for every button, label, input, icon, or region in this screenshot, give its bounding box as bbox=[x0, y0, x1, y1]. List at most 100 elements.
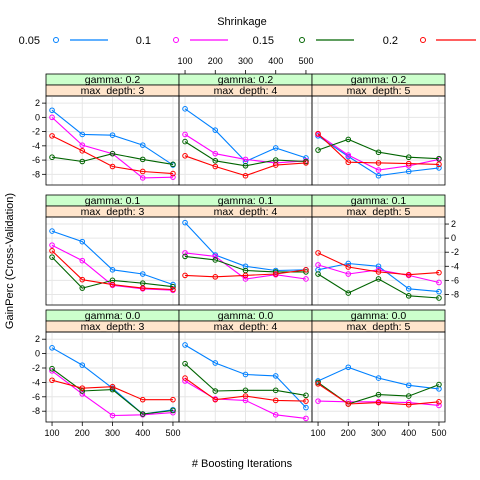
data-point bbox=[170, 161, 176, 168]
data-point bbox=[109, 150, 116, 157]
data-point bbox=[272, 412, 279, 418]
series-line bbox=[317, 383, 440, 406]
data-point bbox=[182, 106, 188, 112]
data-point bbox=[375, 263, 382, 270]
data-point bbox=[212, 127, 219, 133]
series-line bbox=[51, 368, 174, 415]
depth-strip-label: max_depth: 4 bbox=[214, 206, 278, 218]
data-point bbox=[139, 285, 146, 291]
data-point bbox=[242, 162, 249, 169]
data-point bbox=[315, 147, 321, 153]
data-point bbox=[303, 398, 309, 404]
data-point bbox=[49, 254, 55, 260]
data-point bbox=[49, 114, 55, 121]
data-point bbox=[182, 219, 188, 226]
gamma-strip-label: gamma: 0.0 bbox=[351, 310, 407, 322]
series-line bbox=[184, 155, 307, 177]
series-line bbox=[51, 256, 174, 289]
data-point bbox=[49, 133, 55, 139]
data-point bbox=[436, 402, 442, 409]
y-tick-label: 2 bbox=[451, 219, 456, 229]
data-point bbox=[139, 168, 146, 175]
data-point bbox=[272, 145, 279, 151]
x-tick-label: 100 bbox=[45, 428, 60, 438]
data-point bbox=[182, 342, 188, 348]
data-point bbox=[49, 247, 55, 254]
x-tick-label: 400 bbox=[401, 428, 416, 438]
data-point bbox=[242, 393, 249, 399]
data-point bbox=[436, 269, 442, 276]
data-point bbox=[212, 163, 219, 170]
y-tick-label: 2 bbox=[35, 334, 40, 344]
series-line bbox=[184, 344, 307, 408]
depth-strip-label: max_depth: 4 bbox=[214, 321, 278, 333]
y-tick-label: -6 bbox=[32, 155, 40, 165]
data-point bbox=[242, 272, 249, 279]
y-tick-label: 0 bbox=[451, 233, 456, 243]
panel-border bbox=[311, 95, 446, 186]
gamma-strip-label: gamma: 0.0 bbox=[218, 310, 274, 322]
series-line bbox=[51, 244, 174, 291]
data-point bbox=[303, 267, 309, 273]
data-point bbox=[182, 250, 188, 256]
data-point bbox=[79, 158, 86, 165]
data-point bbox=[49, 228, 55, 234]
data-point bbox=[405, 401, 412, 408]
legend-marker bbox=[53, 37, 59, 43]
x-axis-label: # Boosting Iterations bbox=[192, 458, 293, 470]
y-tick-label: 0 bbox=[35, 349, 40, 359]
y-tick-label: -4 bbox=[451, 261, 459, 271]
data-point bbox=[405, 382, 412, 389]
x-tick-label: 400 bbox=[135, 428, 150, 438]
panel-border bbox=[311, 216, 446, 306]
data-point bbox=[345, 364, 352, 371]
legend: Shrinkage 0.05 0.1 0.15 0.2 bbox=[19, 16, 476, 47]
gamma-strip-label: gamma: 0.1 bbox=[85, 195, 141, 207]
top-x-axis: 100 200 300 400 500 bbox=[178, 56, 313, 74]
legend-title: Shrinkage bbox=[217, 16, 267, 28]
y-tick-label: -6 bbox=[32, 392, 40, 402]
data-point bbox=[139, 175, 146, 181]
data-point bbox=[405, 293, 412, 299]
data-point bbox=[109, 281, 116, 288]
data-point bbox=[405, 154, 412, 161]
data-point bbox=[49, 377, 55, 384]
data-point bbox=[139, 396, 146, 403]
data-point bbox=[170, 286, 176, 293]
x-tick-label: 500 bbox=[298, 56, 313, 66]
data-point bbox=[242, 371, 249, 378]
data-point bbox=[375, 375, 382, 381]
data-point bbox=[49, 107, 55, 114]
y-tick-label: -8 bbox=[451, 289, 459, 299]
data-point bbox=[79, 362, 86, 368]
data-point bbox=[345, 401, 352, 407]
legend-label: 0.2 bbox=[383, 35, 398, 47]
data-point bbox=[79, 385, 86, 391]
data-point bbox=[242, 387, 249, 394]
data-point bbox=[79, 257, 86, 264]
depth-strip-label: max_depth: 5 bbox=[347, 85, 411, 97]
data-point bbox=[405, 271, 412, 278]
data-point bbox=[345, 264, 352, 270]
data-point bbox=[242, 172, 249, 179]
data-point bbox=[436, 381, 442, 388]
data-point bbox=[405, 393, 412, 399]
series-line bbox=[317, 133, 440, 165]
data-point bbox=[212, 257, 219, 263]
data-point bbox=[436, 288, 442, 295]
legend-entries: 0.05 0.1 0.15 0.2 bbox=[19, 35, 476, 47]
data-point bbox=[315, 250, 321, 256]
data-point bbox=[79, 391, 86, 397]
data-point bbox=[405, 168, 412, 175]
data-point bbox=[375, 149, 382, 156]
series-line bbox=[184, 222, 307, 272]
data-point bbox=[436, 279, 442, 286]
data-point bbox=[345, 152, 352, 158]
data-point bbox=[79, 142, 86, 148]
data-point bbox=[212, 388, 219, 394]
data-point bbox=[436, 155, 442, 162]
